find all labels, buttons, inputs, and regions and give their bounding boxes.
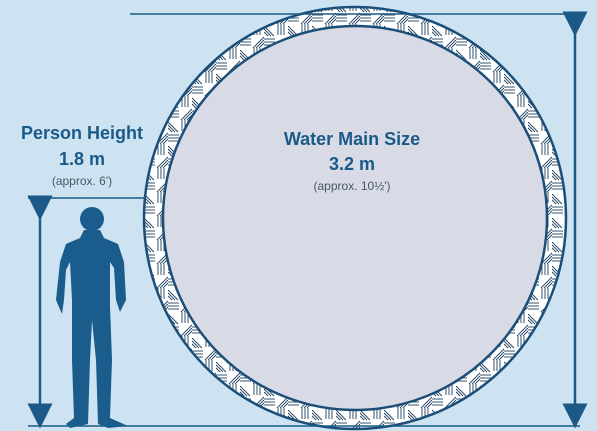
- dimension-lines: [27, 11, 588, 429]
- person-title: Person Height: [21, 123, 143, 143]
- pipe-value: 3.2 m: [329, 154, 375, 174]
- pipe-title: Water Main Size: [284, 129, 420, 149]
- pipe-interior: [161, 24, 549, 412]
- person-value: 1.8 m: [59, 149, 105, 169]
- pipe-note: (approx. 10½'): [314, 179, 391, 193]
- person-silhouette: [56, 207, 128, 428]
- person-note: (approx. 6'): [52, 174, 112, 188]
